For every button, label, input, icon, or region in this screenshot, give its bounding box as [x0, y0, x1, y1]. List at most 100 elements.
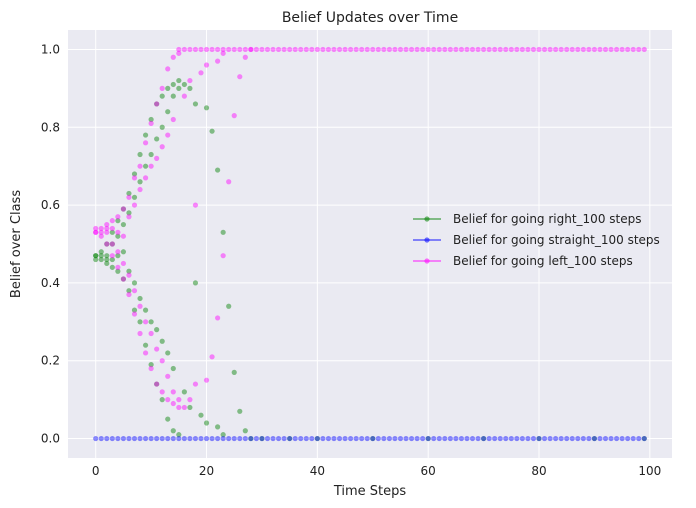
data-point	[453, 435, 459, 442]
data-point	[619, 435, 625, 442]
data-point	[458, 435, 465, 442]
data-point	[131, 202, 138, 208]
data-point	[120, 206, 127, 212]
data-point	[159, 435, 165, 442]
data-point	[475, 46, 481, 53]
data-point	[392, 435, 398, 442]
data-point	[480, 435, 487, 442]
data-point	[215, 167, 221, 173]
data-point	[597, 46, 603, 53]
data-point	[348, 435, 354, 442]
data-point	[215, 46, 221, 53]
grid-lines	[68, 30, 672, 458]
data-point	[325, 46, 332, 53]
data-point	[414, 46, 420, 53]
data-point	[181, 404, 187, 411]
data-point	[641, 435, 647, 442]
data-point	[320, 46, 326, 53]
data-point	[192, 280, 199, 286]
data-point	[98, 253, 104, 259]
data-point	[536, 46, 542, 53]
data-point	[220, 253, 226, 259]
data-point	[575, 46, 581, 53]
data-point	[137, 303, 143, 309]
data-point	[442, 435, 448, 442]
data-point	[148, 362, 154, 368]
data-point	[159, 144, 165, 150]
data-point	[630, 46, 636, 53]
data-point	[281, 46, 287, 53]
legend-marker	[424, 237, 430, 243]
x-axis-label: Time Steps	[333, 484, 407, 499]
data-point	[176, 397, 182, 403]
data-point	[386, 435, 392, 442]
data-point	[464, 46, 470, 53]
data-point	[126, 194, 132, 200]
data-point	[170, 365, 176, 372]
data-point	[165, 85, 171, 91]
data-point	[591, 435, 598, 442]
data-point	[564, 435, 570, 442]
data-point	[636, 46, 642, 53]
data-point	[309, 435, 315, 442]
data-point	[580, 46, 586, 53]
data-point	[148, 116, 154, 123]
data-point	[203, 435, 210, 442]
data-point	[547, 46, 553, 53]
data-point	[375, 435, 381, 442]
data-point	[109, 253, 115, 259]
data-point	[98, 435, 104, 442]
data-point	[126, 272, 132, 278]
data-point	[137, 330, 143, 337]
data-point	[325, 435, 332, 442]
data-point	[237, 74, 243, 80]
data-point	[120, 435, 127, 442]
data-point	[231, 435, 237, 442]
data-point	[93, 225, 99, 232]
y-axis-label: Belief over Class	[9, 190, 24, 298]
data-point	[192, 202, 199, 208]
data-point	[314, 46, 320, 53]
data-point	[109, 241, 115, 247]
data-point	[115, 264, 121, 270]
data-point	[215, 424, 221, 430]
data-point	[508, 46, 514, 53]
data-point	[142, 307, 149, 313]
data-point	[514, 435, 520, 442]
data-point	[525, 435, 531, 442]
data-point	[159, 85, 165, 91]
data-point	[336, 46, 343, 53]
data-point	[93, 253, 99, 259]
data-point	[187, 46, 193, 53]
data-point	[320, 435, 326, 442]
series-2	[93, 46, 647, 411]
data-point	[519, 435, 525, 442]
data-point	[109, 229, 115, 235]
data-point	[170, 93, 176, 99]
data-point	[98, 249, 104, 255]
data-point	[165, 66, 171, 72]
data-point	[370, 46, 376, 53]
data-point	[148, 330, 154, 337]
data-point	[187, 435, 193, 442]
data-point	[486, 435, 492, 442]
data-point	[93, 253, 99, 259]
data-point	[170, 400, 176, 407]
data-point	[275, 435, 282, 442]
data-point	[131, 307, 138, 313]
data-point	[226, 303, 232, 309]
data-point	[115, 268, 121, 274]
data-point	[137, 179, 143, 185]
data-point	[408, 435, 415, 442]
data-point	[248, 46, 254, 53]
data-point	[137, 435, 143, 442]
data-point	[597, 435, 603, 442]
data-point	[159, 397, 165, 403]
data-point	[226, 46, 232, 53]
data-point	[447, 435, 453, 442]
data-point	[209, 46, 215, 53]
data-point	[636, 435, 642, 442]
data-point	[104, 260, 110, 267]
data-point	[142, 132, 149, 138]
